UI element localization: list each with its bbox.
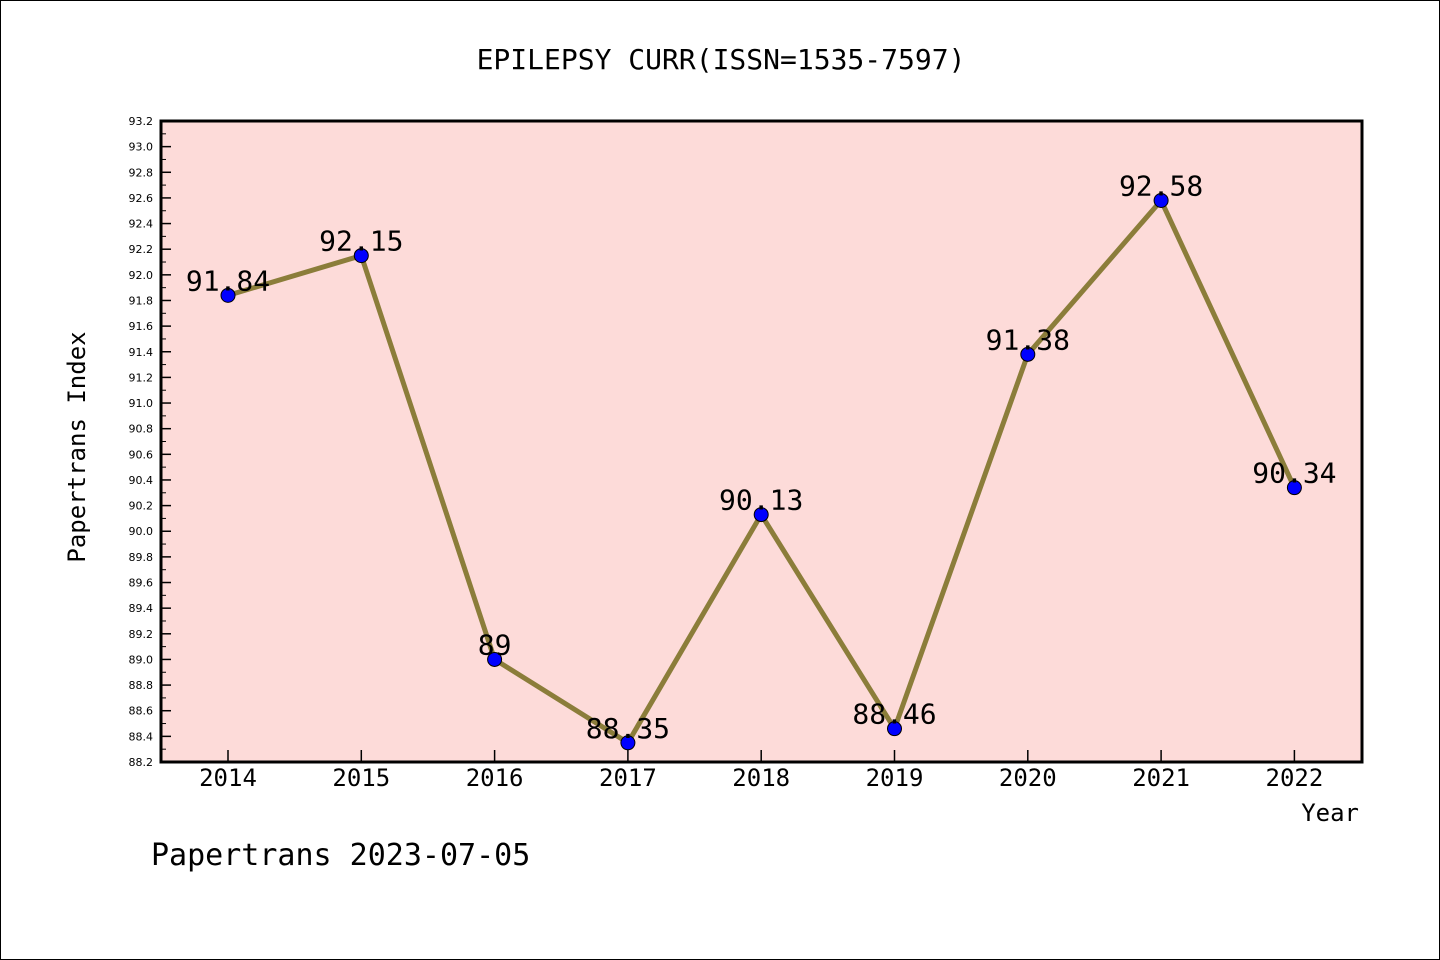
data-label: 91.38 — [986, 323, 1070, 356]
data-points — [220, 192, 1302, 751]
y-tick-label: 88.4 — [129, 730, 154, 743]
y-tick-label: 91.2 — [129, 371, 154, 384]
data-point — [620, 735, 636, 751]
data-label: 89 — [478, 628, 512, 661]
y-tick-label: 89.4 — [129, 602, 154, 615]
y-tick-label: 88.6 — [129, 705, 154, 718]
data-point — [353, 248, 369, 264]
y-tick-label: 91.4 — [129, 346, 154, 359]
y-tick-label: 92.6 — [129, 192, 154, 205]
y-tick-label: 92.0 — [129, 269, 154, 282]
watermark: Papertrans 2023-07-05 — [151, 838, 530, 873]
x-tick-label: 2019 — [866, 764, 924, 792]
y-tick-label: 91.0 — [129, 397, 154, 410]
plot-frame — [159, 119, 1364, 764]
data-point — [487, 651, 503, 667]
data-label: 92.58 — [1119, 169, 1203, 202]
data-point — [1286, 480, 1302, 496]
plot-area — [161, 121, 1362, 762]
y-tick-label: 92.2 — [129, 243, 154, 256]
y-tick-label: 88.8 — [129, 679, 154, 692]
x-tick-label: 2021 — [1132, 764, 1190, 792]
x-tick-label: 2015 — [332, 764, 390, 792]
data-label: 90.34 — [1252, 457, 1336, 490]
y-tick-label: 91.6 — [129, 320, 154, 333]
data-point — [1153, 192, 1169, 208]
x-tick-label: 2016 — [466, 764, 524, 792]
y-tick-label: 93.2 — [129, 115, 154, 128]
y-tick-label: 90.0 — [129, 525, 154, 538]
data-point — [887, 721, 902, 737]
y-axis-label: Papertrans Index — [63, 331, 91, 562]
data-label: 90.13 — [719, 484, 803, 517]
chart-title: EPILEPSY CURR(ISSN=1535-7597) — [477, 43, 966, 76]
data-labels: 91.84 92.15 89 88.35 90.13 88.46 91.38 92.58 90.… — [186, 169, 1337, 744]
y-tick-label: 89.0 — [129, 653, 154, 666]
y-tick-label: 90.2 — [129, 500, 154, 513]
data-point — [1020, 346, 1036, 362]
data-label: 91.84 — [186, 264, 270, 297]
y-tick-label: 90.4 — [129, 474, 154, 487]
x-tick-label: 2022 — [1266, 764, 1324, 792]
x-tick-label: 2014 — [199, 764, 257, 792]
data-label: 92.15 — [319, 225, 403, 258]
x-axis: 2014 2015 2016 2017 2018 2019 2020 2021 2022 — [199, 750, 1323, 792]
x-axis-label: Year — [1301, 799, 1359, 827]
y-tick-label: 91.8 — [129, 294, 154, 307]
y-tick-label: 89.2 — [129, 628, 154, 641]
y-tick-label: 92.4 — [129, 218, 154, 231]
y-tick-label: 89.8 — [129, 551, 154, 564]
x-tick-label: 2018 — [732, 764, 790, 792]
y-tick-label: 93.0 — [129, 141, 154, 154]
x-tick-label: 2020 — [999, 764, 1057, 792]
y-tick-label: 90.8 — [129, 423, 154, 436]
data-point — [753, 507, 769, 523]
x-tick-label: 2017 — [599, 764, 657, 792]
data-label: 88.46 — [852, 698, 936, 731]
y-tick-label: 90.6 — [129, 448, 154, 461]
data-point — [220, 287, 236, 303]
y-tick-label: 89.6 — [129, 577, 154, 590]
data-label: 88.35 — [586, 712, 670, 745]
y-tick-label: 88.2 — [129, 756, 154, 769]
y-axis: 88.2 88.4 88.6 88.8 89.0 89.2 89.4 89.6 89.8 90.0… — [129, 115, 171, 769]
y-tick-label: 92.8 — [129, 166, 154, 179]
